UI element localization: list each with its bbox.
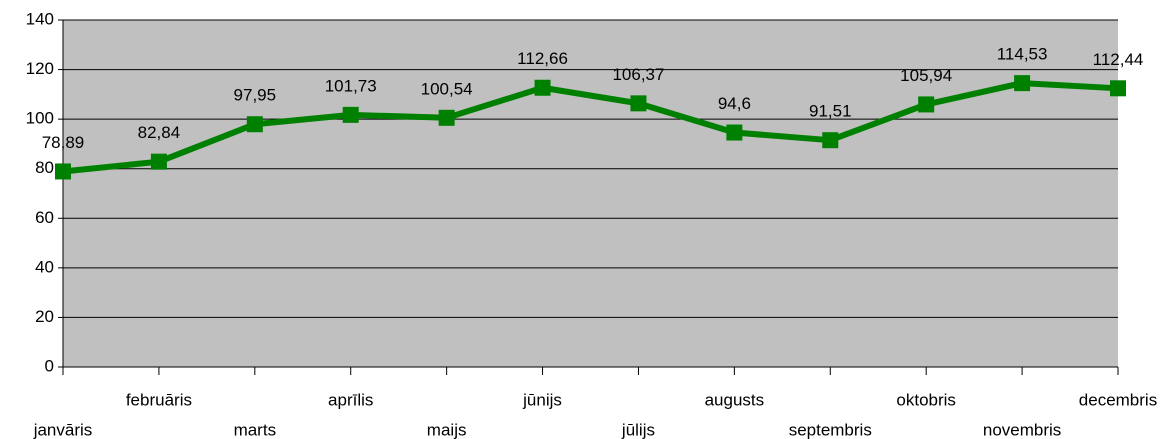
marker xyxy=(1110,80,1126,97)
marker xyxy=(55,163,71,180)
x-tick-label: septembris xyxy=(789,420,872,439)
data-label: 101,73 xyxy=(325,76,377,95)
x-tick-label: aprīlis xyxy=(328,390,373,409)
marker xyxy=(726,124,743,141)
marker xyxy=(918,96,935,113)
marker xyxy=(246,116,263,133)
data-label: 112,44 xyxy=(1093,50,1144,69)
x-tick-label: augusts xyxy=(705,390,765,409)
x-tick-label: jūlijs xyxy=(621,420,655,439)
marker xyxy=(534,79,551,96)
x-tick-label: maijs xyxy=(427,420,467,439)
y-tick-label: 120 xyxy=(26,59,54,78)
marker xyxy=(438,109,455,126)
data-label: 97,95 xyxy=(234,86,277,105)
data-label: 112,66 xyxy=(517,49,568,68)
data-label: 106,37 xyxy=(612,65,664,84)
y-tick-label: 140 xyxy=(26,9,54,28)
y-tick-label: 80 xyxy=(35,158,54,177)
x-tick-label: marts xyxy=(234,420,277,439)
y-tick-label: 20 xyxy=(35,307,54,326)
x-tick-label: janvāris xyxy=(33,420,93,439)
x-tick-label: oktobris xyxy=(896,390,956,409)
marker xyxy=(630,95,647,112)
data-label: 114,53 xyxy=(997,45,1048,64)
marker xyxy=(342,106,359,123)
y-tick-label: 40 xyxy=(35,257,54,276)
data-label: 94,6 xyxy=(718,94,751,113)
data-label: 105,94 xyxy=(900,66,952,85)
data-label: 91,51 xyxy=(809,102,852,121)
data-label: 82,84 xyxy=(138,123,181,142)
x-tick-label: februāris xyxy=(126,390,192,409)
marker xyxy=(1014,75,1031,92)
x-tick-label: decembris xyxy=(1079,390,1157,409)
marker xyxy=(150,153,167,170)
line xyxy=(62,80,1119,175)
data-label: 78,89 xyxy=(42,133,85,152)
y-tick-label: 60 xyxy=(35,208,54,227)
x-tick-label: jūnijs xyxy=(522,390,562,409)
y-tick-label: 0 xyxy=(45,356,54,375)
y-tick-label: 100 xyxy=(26,109,54,128)
plot-area xyxy=(63,20,1118,367)
marker xyxy=(822,132,839,149)
data-label: 100,54 xyxy=(421,79,473,98)
x-tick-label: novembris xyxy=(983,420,1061,439)
